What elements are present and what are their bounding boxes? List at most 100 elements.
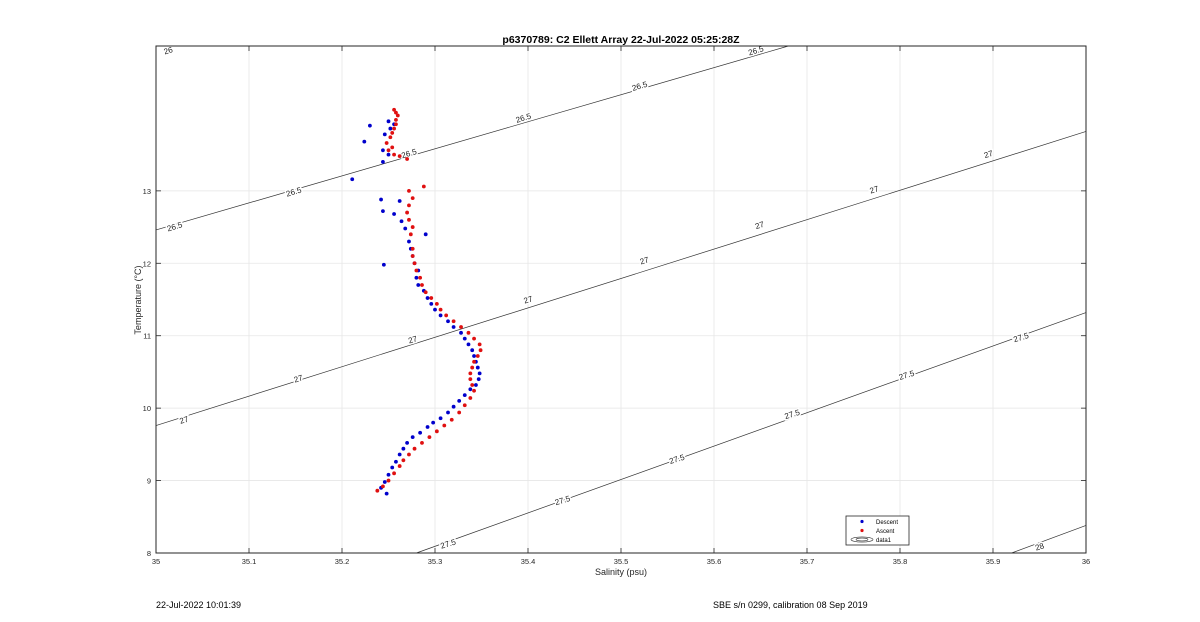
ascent-series [375,107,483,493]
x-tick-label: 35.7 [800,557,815,566]
descent-point [416,283,421,287]
descent-point [446,410,450,415]
ascent-point [390,145,395,150]
ascent-point [390,131,395,135]
descent-point [401,446,406,451]
descent-point [384,491,389,496]
y-tick-label: 11 [143,332,151,341]
ascent-point [444,313,449,318]
legend-contour-icon [850,536,874,543]
ascent-point [451,319,456,324]
density-contours [155,45,1087,554]
ascent-point [392,107,396,112]
descent-point [382,480,387,484]
descent-point [457,399,462,403]
descent-point [362,139,367,144]
ascent-point [468,396,473,400]
ascent-point [410,254,415,258]
ascent-point [405,157,409,161]
descent-point [418,430,423,435]
ascent-point [478,348,483,353]
x-tick-label: 35.3 [428,557,443,566]
ascent-point [472,336,476,341]
density-contour-line [155,45,789,231]
contour-label: 27.5 [1012,331,1030,344]
x-tick-label: 35.6 [707,557,722,566]
ascent-point [434,301,439,306]
x-tick-label: 35 [152,557,160,566]
contour-label: 27 [178,414,190,425]
ascent-point [462,403,467,408]
ascent-point [407,188,411,193]
ascent-point [421,184,426,189]
descent-point [403,226,408,231]
x-axis-ticks: 35 35.1 35.2 35.3 35.4 35.5 35.6 35.7 35.8 35.9 36 [152,46,1090,566]
chart-title: p6370789: C2 Ellett Array 22-Jul-2022 05… [502,34,740,46]
contour-label: 26.5 [400,147,418,160]
descent-point [474,383,478,387]
descent-point [397,199,402,203]
ascent-point [394,122,398,127]
ascent-point [475,354,480,358]
ascent-point [412,446,417,451]
descent-point [410,435,415,440]
ascent-point [472,388,476,393]
ascent-point [395,113,400,118]
x-tick-label: 35.4 [521,557,536,566]
descent-point [390,465,395,470]
ascent-point [397,464,402,468]
ascent-point [384,141,389,145]
contour-label: 27 [523,294,535,305]
legend-descent-label: Descent [876,520,898,526]
y-tick-label: 12 [143,259,151,268]
x-tick-label: 35.8 [893,557,908,566]
ascent-point [420,441,424,445]
descent-point [381,159,385,164]
density-contour-labels: 2626.526.526.526.526.526.527272727272727… [161,43,1047,554]
descent-point [477,371,482,376]
ascent-point [386,148,391,153]
contour-label: 26.5 [166,220,184,233]
ascent-point [407,217,411,222]
descent-point [386,472,391,477]
x-tick-label: 35.9 [986,557,1001,566]
descent-point [431,420,436,425]
ascent-point [394,117,398,122]
ascent-point [375,488,380,493]
descent-point [381,209,385,214]
ascent-point [459,325,463,329]
contour-label: 26.5 [515,111,533,124]
descent-point [392,212,396,216]
descent-point [476,377,481,382]
descent-point [381,262,386,267]
x-tick-label: 36 [1082,557,1090,566]
descent-point [466,342,471,347]
ascent-point [420,283,424,287]
ascent-point [468,377,473,382]
contour-label: 27 [754,220,766,231]
descent-point [414,275,419,280]
ascent-point [386,478,391,483]
grid-lines [156,46,1086,553]
density-contour-line [1011,525,1087,554]
descent-point [407,239,411,244]
legend-ascent-label: Ascent [876,529,895,535]
contour-label: 26.5 [631,80,649,93]
descent-point [379,197,383,202]
descent-point [425,425,430,429]
footer-calibration: SBE s/n 0299, calibration 08 Sep 2019 [713,600,868,610]
descent-point [459,330,463,335]
ascent-point [423,290,428,295]
descent-point [438,416,443,421]
x-tick-label: 35.1 [242,557,257,566]
descent-point [388,126,393,131]
descent-point [451,404,456,409]
descent-point [350,177,355,182]
y-tick-label: 9 [147,477,151,486]
ascent-point [438,307,443,312]
legend: Descent Ascent data1 [845,515,910,546]
descent-point [405,441,409,445]
descent-point [429,301,434,306]
legend-data1-label: data1 [876,538,892,544]
